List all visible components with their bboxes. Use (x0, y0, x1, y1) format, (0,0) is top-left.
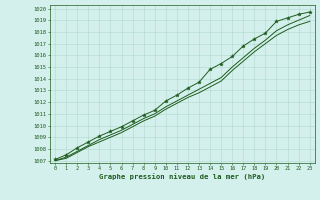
X-axis label: Graphe pression niveau de la mer (hPa): Graphe pression niveau de la mer (hPa) (99, 173, 266, 180)
